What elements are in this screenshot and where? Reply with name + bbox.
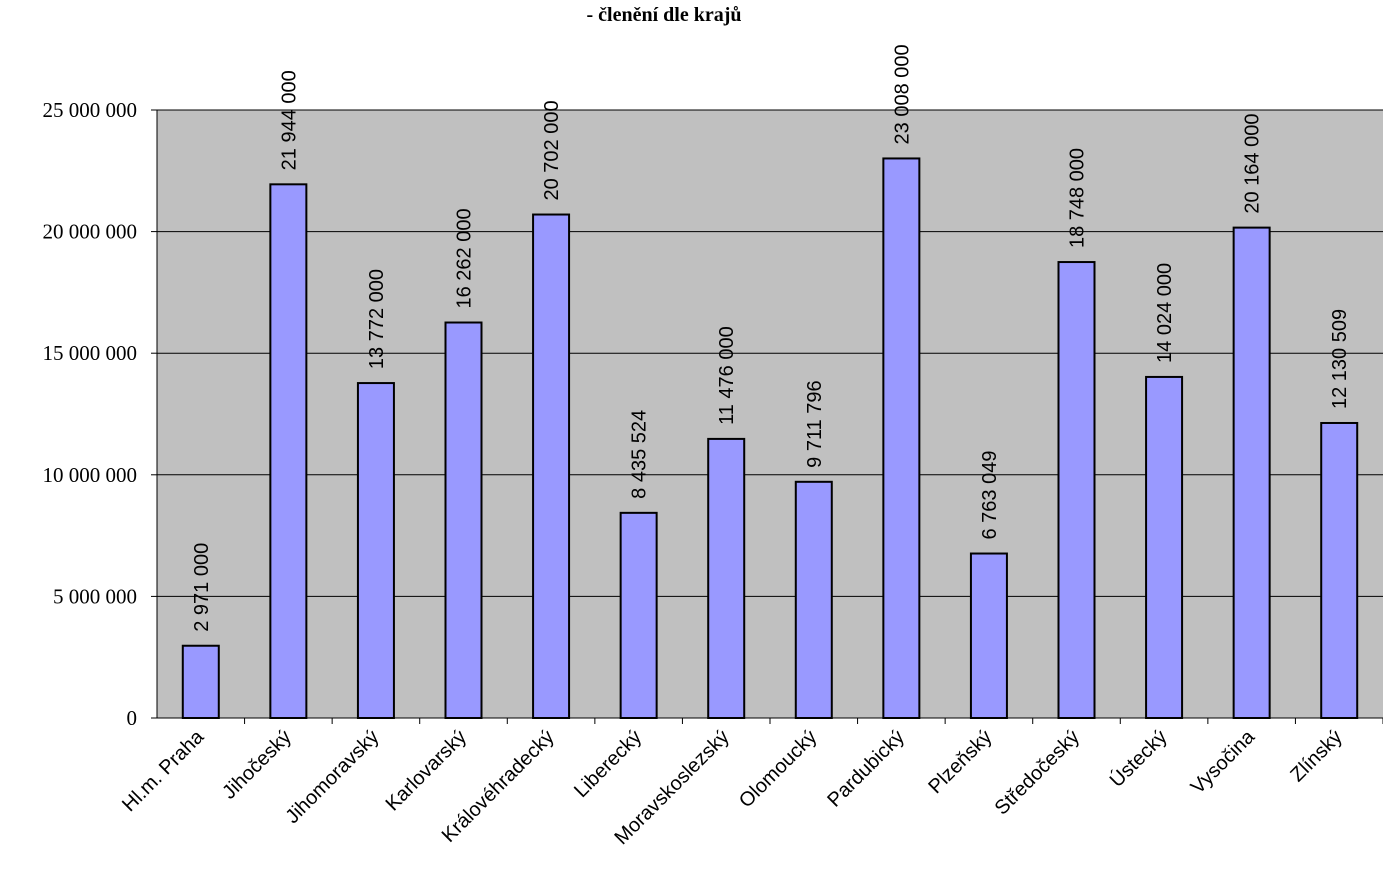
data-label: 20 702 000 xyxy=(541,100,563,200)
data-label: 20 164 000 xyxy=(1242,114,1264,214)
data-label: 6 763 049 xyxy=(979,451,1001,540)
y-tick-label: 5 000 000 xyxy=(53,584,137,608)
x-tick-label: Jihomoravský xyxy=(281,726,383,828)
bar xyxy=(969,552,1008,719)
x-tick-label: Hl.m. Praha xyxy=(118,725,209,816)
bar xyxy=(1057,261,1096,719)
bar xyxy=(707,437,746,719)
bar xyxy=(532,213,571,719)
bar xyxy=(1145,375,1184,719)
data-label: 23 008 000 xyxy=(891,44,913,144)
plot-area xyxy=(157,110,1383,718)
y-tick-label: 25 000 000 xyxy=(43,98,138,122)
bar xyxy=(1232,226,1271,720)
y-tick-label: 10 000 000 xyxy=(43,463,138,487)
bar xyxy=(619,511,658,720)
x-tick-label: Liberecký xyxy=(570,726,646,802)
y-tick-label: 0 xyxy=(127,706,138,730)
data-label: 13 772 000 xyxy=(366,269,388,369)
y-tick-label: 20 000 000 xyxy=(43,220,138,244)
data-label: 8 435 524 xyxy=(629,410,651,499)
x-tick-label: Karlovarský xyxy=(382,726,471,815)
bars xyxy=(181,157,1359,720)
x-tick-label: Plzeňský xyxy=(924,726,996,798)
y-axis: 0 5 000 000 10 000 000 15 000 000 20 000 000… xyxy=(43,98,158,730)
data-label: 9 711 796 xyxy=(804,380,826,468)
bar xyxy=(794,480,833,719)
x-tick-label: Olomoucký xyxy=(735,726,821,812)
bar xyxy=(181,644,220,720)
data-label: 21 944 000 xyxy=(278,70,300,170)
bar xyxy=(1320,421,1359,719)
data-label: 11 476 000 xyxy=(716,326,738,425)
data-label: 2 971 000 xyxy=(191,543,213,632)
bar xyxy=(269,183,308,720)
x-tick-label: Ústecký xyxy=(1105,725,1172,792)
data-label: 16 262 000 xyxy=(454,208,476,308)
x-tick-label: Pardubický xyxy=(823,726,909,812)
y-tick-label: 15 000 000 xyxy=(43,341,138,365)
x-axis: Hl.m. Praha JihočeskýJihomoravskýKarlovar… xyxy=(118,717,1383,849)
bar xyxy=(356,382,395,719)
bar xyxy=(444,321,483,719)
data-label: 12 130 509 xyxy=(1329,309,1351,409)
x-tick-label: Jihočeský xyxy=(218,726,296,804)
data-labels: 2 971 000 21 944 000 13 772 000 16 262 000 2… xyxy=(191,44,1351,631)
data-label: 14 024 000 xyxy=(1154,263,1176,363)
chart-title: - členění dle krajů xyxy=(587,4,742,26)
bar xyxy=(882,157,921,719)
x-tick-label: Středočeský xyxy=(991,726,1084,819)
x-tick-label: Vysočina xyxy=(1187,725,1260,798)
x-tick-label: Zlínský xyxy=(1286,726,1346,786)
data-label: 18 748 000 xyxy=(1067,148,1089,248)
